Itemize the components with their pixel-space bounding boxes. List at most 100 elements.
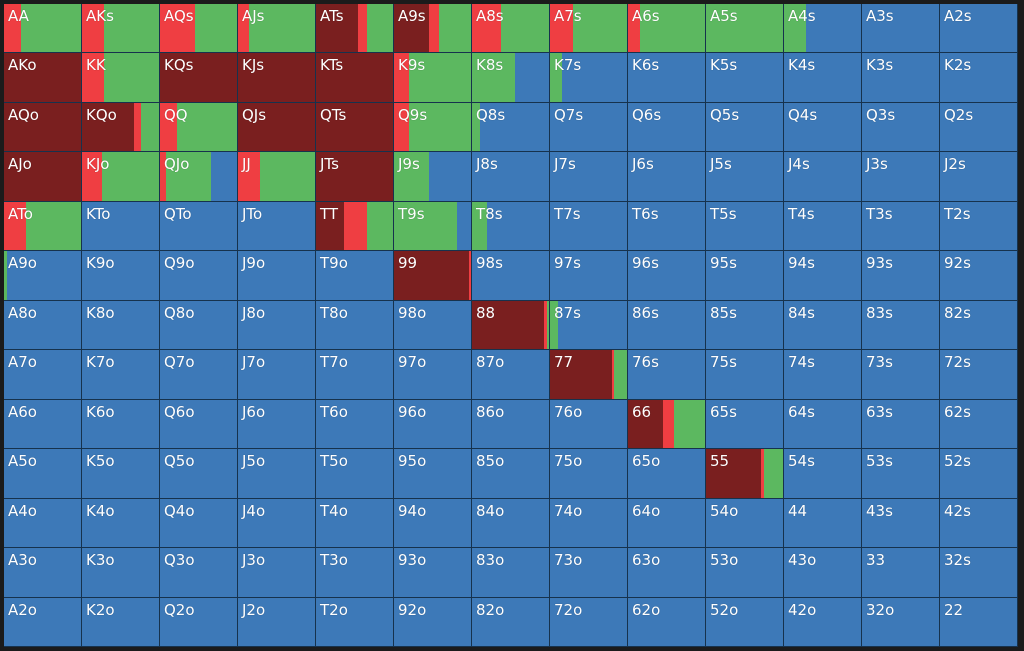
hand-cell-92o[interactable]: 92o [394,598,472,647]
hand-cell-t2s[interactable]: T2s [940,202,1018,251]
hand-cell-53o[interactable]: 53o [706,548,784,598]
hand-cell-73o[interactable]: 73o [550,548,628,598]
hand-cell-22[interactable]: 22 [940,598,1018,647]
hand-cell-t9s[interactable]: T9s [394,202,472,251]
hand-cell-64s[interactable]: 64s [784,400,862,449]
hand-cell-77[interactable]: 77 [550,350,628,400]
hand-cell-k4o[interactable]: K4o [82,499,160,548]
hand-cell-q8o[interactable]: Q8o [160,301,238,350]
hand-cell-a8o[interactable]: A8o [4,301,82,350]
hand-cell-86o[interactable]: 86o [472,400,550,449]
hand-cell-65s[interactable]: 65s [706,400,784,449]
hand-cell-54o[interactable]: 54o [706,499,784,548]
hand-cell-55[interactable]: 55 [706,449,784,499]
hand-cell-j3o[interactable]: J3o [238,548,316,598]
hand-cell-95o[interactable]: 95o [394,449,472,499]
hand-cell-k2o[interactable]: K2o [82,598,160,647]
hand-cell-75o[interactable]: 75o [550,449,628,499]
hand-cell-j9s[interactable]: J9s [394,152,472,202]
hand-cell-q7s[interactable]: Q7s [550,103,628,152]
hand-cell-aqs[interactable]: AQs [160,4,238,53]
hand-cell-j2o[interactable]: J2o [238,598,316,647]
hand-cell-63o[interactable]: 63o [628,548,706,598]
hand-cell-82o[interactable]: 82o [472,598,550,647]
hand-cell-q7o[interactable]: Q7o [160,350,238,400]
hand-cell-74s[interactable]: 74s [784,350,862,400]
hand-cell-t5s[interactable]: T5s [706,202,784,251]
hand-cell-q3s[interactable]: Q3s [862,103,940,152]
hand-cell-kjo[interactable]: KJo [82,152,160,202]
hand-cell-96o[interactable]: 96o [394,400,472,449]
hand-cell-93s[interactable]: 93s [862,251,940,301]
hand-cell-j5o[interactable]: J5o [238,449,316,499]
hand-cell-q3o[interactable]: Q3o [160,548,238,598]
hand-cell-j4s[interactable]: J4s [784,152,862,202]
hand-cell-42s[interactable]: 42s [940,499,1018,548]
hand-cell-k9o[interactable]: K9o [82,251,160,301]
hand-cell-q2o[interactable]: Q2o [160,598,238,647]
hand-cell-a4s[interactable]: A4s [784,4,862,53]
hand-cell-74o[interactable]: 74o [550,499,628,548]
hand-cell-t6s[interactable]: T6s [628,202,706,251]
hand-cell-ako[interactable]: AKo [4,53,82,103]
hand-cell-k3o[interactable]: K3o [82,548,160,598]
hand-cell-j4o[interactable]: J4o [238,499,316,548]
hand-cell-k8s[interactable]: K8s [472,53,550,103]
hand-cell-94s[interactable]: 94s [784,251,862,301]
hand-cell-kjs[interactable]: KJs [238,53,316,103]
hand-cell-32o[interactable]: 32o [862,598,940,647]
hand-cell-k4s[interactable]: K4s [784,53,862,103]
hand-cell-k6o[interactable]: K6o [82,400,160,449]
hand-cell-q8s[interactable]: Q8s [472,103,550,152]
hand-cell-65o[interactable]: 65o [628,449,706,499]
hand-cell-t7o[interactable]: T7o [316,350,394,400]
hand-cell-72s[interactable]: 72s [940,350,1018,400]
hand-cell-j9o[interactable]: J9o [238,251,316,301]
hand-cell-62o[interactable]: 62o [628,598,706,647]
hand-cell-42o[interactable]: 42o [784,598,862,647]
hand-cell-a5s[interactable]: A5s [706,4,784,53]
hand-cell-qjs[interactable]: QJs [238,103,316,152]
hand-cell-t8s[interactable]: T8s [472,202,550,251]
hand-cell-43o[interactable]: 43o [784,548,862,598]
hand-cell-j5s[interactable]: J5s [706,152,784,202]
hand-cell-92s[interactable]: 92s [940,251,1018,301]
hand-cell-qq[interactable]: QQ [160,103,238,152]
hand-cell-52o[interactable]: 52o [706,598,784,647]
hand-cell-84s[interactable]: 84s [784,301,862,350]
hand-cell-43s[interactable]: 43s [862,499,940,548]
hand-cell-kk[interactable]: KK [82,53,160,103]
hand-cell-q5o[interactable]: Q5o [160,449,238,499]
hand-cell-t4o[interactable]: T4o [316,499,394,548]
hand-cell-tt[interactable]: TT [316,202,394,251]
hand-cell-82s[interactable]: 82s [940,301,1018,350]
hand-cell-a9o[interactable]: A9o [4,251,82,301]
hand-cell-85s[interactable]: 85s [706,301,784,350]
hand-cell-a7s[interactable]: A7s [550,4,628,53]
hand-cell-j2s[interactable]: J2s [940,152,1018,202]
hand-cell-a6s[interactable]: A6s [628,4,706,53]
hand-cell-j3s[interactable]: J3s [862,152,940,202]
hand-cell-83o[interactable]: 83o [472,548,550,598]
hand-cell-73s[interactable]: 73s [862,350,940,400]
hand-cell-j8s[interactable]: J8s [472,152,550,202]
hand-cell-t7s[interactable]: T7s [550,202,628,251]
hand-cell-t2o[interactable]: T2o [316,598,394,647]
hand-cell-q9s[interactable]: Q9s [394,103,472,152]
hand-cell-t3o[interactable]: T3o [316,548,394,598]
hand-cell-a6o[interactable]: A6o [4,400,82,449]
hand-cell-k5o[interactable]: K5o [82,449,160,499]
hand-cell-k7o[interactable]: K7o [82,350,160,400]
hand-cell-k3s[interactable]: K3s [862,53,940,103]
hand-cell-76o[interactable]: 76o [550,400,628,449]
hand-cell-a9s[interactable]: A9s [394,4,472,53]
hand-cell-44[interactable]: 44 [784,499,862,548]
hand-cell-54s[interactable]: 54s [784,449,862,499]
hand-cell-q6o[interactable]: Q6o [160,400,238,449]
hand-cell-j6o[interactable]: J6o [238,400,316,449]
hand-cell-aa[interactable]: AA [4,4,82,53]
hand-cell-63s[interactable]: 63s [862,400,940,449]
hand-cell-t3s[interactable]: T3s [862,202,940,251]
hand-cell-83s[interactable]: 83s [862,301,940,350]
hand-cell-j7o[interactable]: J7o [238,350,316,400]
